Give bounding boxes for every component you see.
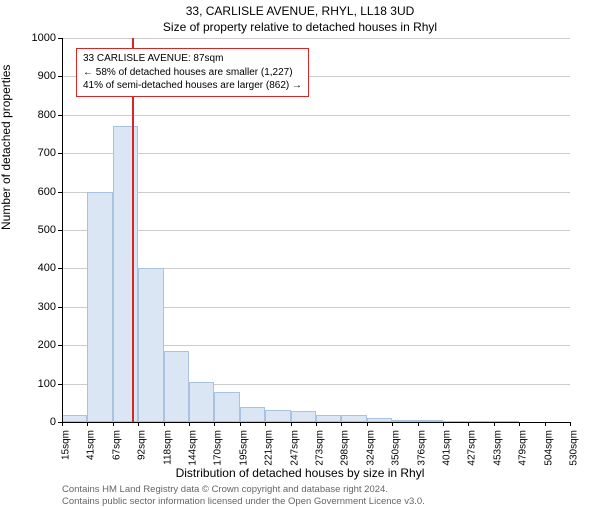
x-tick-mark [468,422,469,426]
x-tick-label: 530sqm [569,430,580,466]
x-tick-label: 67sqm [111,430,122,460]
x-tick-mark [443,422,444,426]
x-tick-label: 401sqm [442,430,453,466]
y-tick-label: 0 [16,416,56,428]
y-tick-mark [58,268,62,269]
y-axis-line [62,38,63,422]
x-tick-mark [341,422,342,426]
histogram-bar [240,407,265,422]
y-tick-mark [58,38,62,39]
y-tick-label: 600 [16,186,56,198]
histogram-bar [189,382,214,422]
annotation-line-2: ← 58% of detached houses are smaller (1,… [83,66,302,80]
histogram-bar [138,268,163,422]
histogram-bar [341,415,366,422]
x-tick-label: 118sqm [162,430,173,465]
x-tick-label: 453sqm [492,430,503,466]
y-tick-label: 900 [16,70,56,82]
x-tick-mark [494,422,495,426]
x-tick-mark [214,422,215,426]
histogram-bar [291,411,316,422]
y-tick-mark [58,345,62,346]
y-tick-mark [58,307,62,308]
x-tick-mark [367,422,368,426]
x-tick-label: 324sqm [365,430,376,466]
y-tick-mark [58,384,62,385]
histogram-bar [87,192,112,422]
x-tick-mark [392,422,393,426]
annotation-line-1: 33 CARLISLE AVENUE: 87sqm [83,52,302,66]
histogram-bar [62,415,87,422]
y-axis-title: Number of detached properties [0,65,13,230]
x-tick-label: 170sqm [213,430,224,466]
grid-line [62,192,570,193]
grid-line [62,230,570,231]
x-tick-label: 376sqm [416,430,427,466]
x-tick-label: 504sqm [543,430,554,466]
y-tick-mark [58,192,62,193]
histogram-bar [164,351,189,422]
histogram-bar [316,415,341,422]
footer-line-1: Contains HM Land Registry data © Crown c… [62,484,388,495]
grid-line [62,153,570,154]
x-tick-label: 427sqm [467,430,478,466]
histogram-bar [113,126,138,422]
y-tick-label: 500 [16,224,56,236]
x-tick-mark [164,422,165,426]
x-tick-label: 195sqm [238,430,249,466]
histogram-bar [214,392,239,422]
x-tick-mark [291,422,292,426]
y-tick-mark [58,230,62,231]
x-tick-mark [316,422,317,426]
y-tick-mark [58,153,62,154]
x-tick-label: 41sqm [86,430,97,460]
x-tick-label: 247sqm [289,430,300,466]
y-tick-label: 800 [16,109,56,121]
page-title-line2: Size of property relative to detached ho… [163,20,437,34]
x-tick-mark [519,422,520,426]
x-tick-mark [62,422,63,426]
x-tick-label: 15sqm [61,430,72,460]
y-tick-label: 700 [16,147,56,159]
x-tick-label: 350sqm [391,430,402,466]
x-tick-mark [570,422,571,426]
x-tick-mark [189,422,190,426]
x-tick-mark [87,422,88,426]
y-tick-label: 300 [16,301,56,313]
y-tick-label: 400 [16,262,56,274]
x-tick-mark [418,422,419,426]
grid-line [62,115,570,116]
x-tick-label: 273sqm [315,430,326,466]
grid-line [62,38,570,39]
y-tick-mark [58,115,62,116]
x-tick-label: 221sqm [264,430,275,466]
histogram-bar [265,410,290,422]
y-tick-label: 100 [16,378,56,390]
x-axis-title: Distribution of detached houses by size … [176,466,425,480]
x-tick-label: 144sqm [188,430,199,466]
x-tick-label: 298sqm [340,430,351,466]
footer-line-2: Contains public sector information licen… [62,496,425,507]
y-tick-label: 1000 [16,32,56,44]
x-tick-mark [138,422,139,426]
y-tick-mark [58,76,62,77]
annotation-line-3: 41% of semi-detached houses are larger (… [83,79,302,93]
page-title-line1: 33, CARLISLE AVENUE, RHYL, LL18 3UD [186,4,415,18]
annotation-box: 33 CARLISLE AVENUE: 87sqm ← 58% of detac… [76,48,309,97]
x-tick-label: 92sqm [137,430,148,460]
x-tick-mark [240,422,241,426]
x-tick-mark [265,422,266,426]
x-tick-label: 479sqm [518,430,529,466]
y-tick-label: 200 [16,339,56,351]
x-tick-mark [545,422,546,426]
x-tick-mark [113,422,114,426]
chart-container: 33, CARLISLE AVENUE, RHYL, LL18 3UD Size… [0,0,600,500]
